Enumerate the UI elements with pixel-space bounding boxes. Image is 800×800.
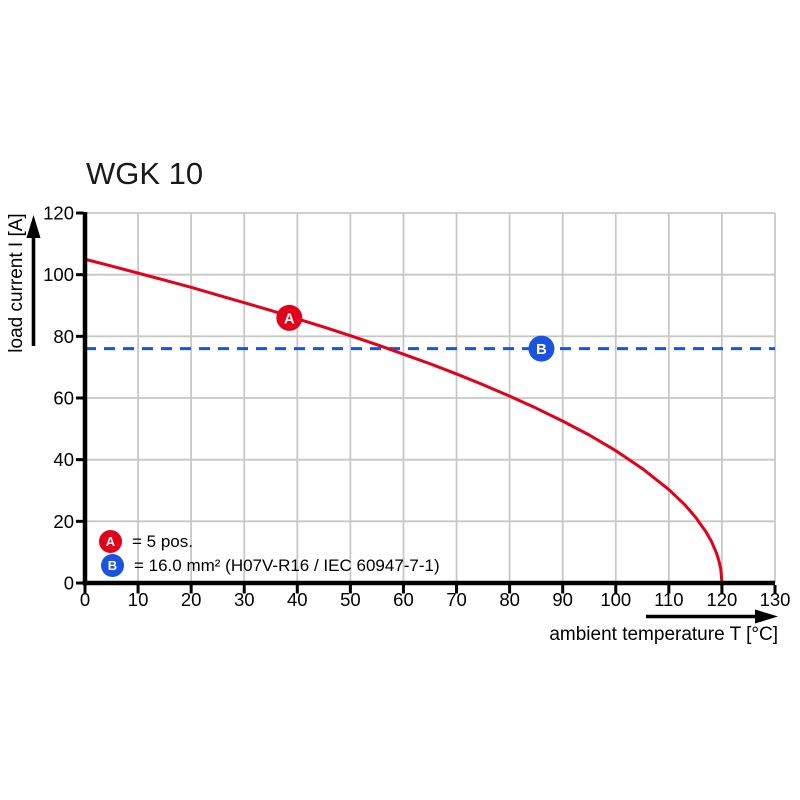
legend-label-b: = 16.0 mm² (H07V-R16 / IEC 60947-7-1) [134,555,440,575]
x-tick-label: 30 [234,589,255,610]
x-axis-arrowhead-icon [755,609,778,624]
y-axis-arrowhead-icon [26,215,41,238]
y-tick-label: 20 [53,511,74,532]
x-tick-label: 70 [446,589,467,610]
x-tick-label: 130 [760,589,791,610]
axes [76,211,777,594]
grid-lines [85,212,776,583]
x-tick-label: 50 [340,589,361,610]
y-tick-label: 80 [53,326,74,347]
x-axis-label: ambient temperature T [°C] [549,624,778,645]
x-tick-label: 40 [287,589,308,610]
tick-labels: 0 10 20 30 40 50 60 70 80 90 100 110 120 130 0 20 40 60 80… [43,203,790,611]
y-tick-label: 60 [53,388,74,409]
x-tick-label: 110 [654,589,684,610]
legend-marker-b-icon: B [101,554,124,577]
x-tick-label: 20 [181,589,202,610]
x-tick-label: 80 [499,589,520,610]
legend-label-a: = 5 pos. [132,531,193,551]
x-tick-label: 100 [600,589,631,610]
y-tick-label: 0 [64,573,74,594]
y-tick-label: 40 [53,449,74,470]
x-tick-label: 10 [128,589,149,610]
marker-a: A [276,304,303,331]
y-tick-label: 100 [43,264,74,285]
x-tick-label: 90 [552,589,573,610]
legend-marker-a-icon: A [99,530,122,553]
x-tick-label: 60 [393,589,414,610]
x-tick-label: 120 [706,589,737,610]
y-axis-label: load current I [A] [6,213,27,353]
marker-b-label: B [536,341,547,358]
x-tick-label: 0 [80,589,90,610]
chart-title: WGK 10 [86,156,204,191]
legend-item-b: B = 16.0 mm² (H07V-R16 / IEC 60947-7-1) [101,554,440,577]
axis-direction-arrows [26,215,778,624]
derating-curve [83,257,724,585]
y-tick-label: 120 [43,203,74,224]
legend-item-a: A = 5 pos. [99,530,193,553]
marker-b: B [528,335,555,362]
marker-a-label: A [284,310,295,327]
